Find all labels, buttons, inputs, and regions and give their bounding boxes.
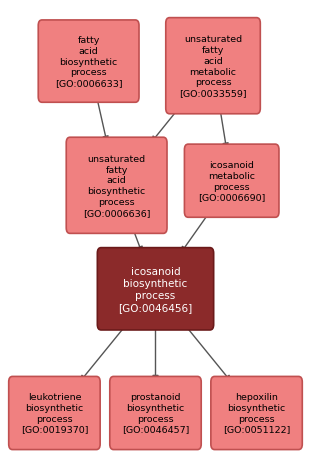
FancyBboxPatch shape — [66, 138, 167, 234]
FancyBboxPatch shape — [38, 21, 139, 103]
Text: unsaturated
fatty
acid
biosynthetic
process
[GO:0006636]: unsaturated fatty acid biosynthetic proc… — [83, 155, 151, 217]
FancyBboxPatch shape — [211, 376, 302, 450]
Text: icosanoid
metabolic
process
[GO:0006690]: icosanoid metabolic process [GO:0006690] — [198, 161, 265, 202]
FancyBboxPatch shape — [110, 376, 201, 450]
Text: fatty
acid
biosynthetic
process
[GO:0006633]: fatty acid biosynthetic process [GO:0006… — [55, 36, 123, 88]
FancyBboxPatch shape — [166, 18, 260, 115]
FancyBboxPatch shape — [97, 248, 214, 330]
Text: leukotriene
biosynthetic
process
[GO:0019370]: leukotriene biosynthetic process [GO:001… — [21, 392, 88, 434]
Text: icosanoid
biosynthetic
process
[GO:0046456]: icosanoid biosynthetic process [GO:00464… — [118, 266, 193, 312]
Text: unsaturated
fatty
acid
metabolic
process
[GO:0033559]: unsaturated fatty acid metabolic process… — [179, 35, 247, 98]
FancyBboxPatch shape — [9, 376, 100, 450]
FancyBboxPatch shape — [184, 145, 279, 218]
Text: prostanoid
biosynthetic
process
[GO:0046457]: prostanoid biosynthetic process [GO:0046… — [122, 392, 189, 434]
Text: hepoxilin
biosynthetic
process
[GO:0051122]: hepoxilin biosynthetic process [GO:00511… — [223, 392, 290, 434]
